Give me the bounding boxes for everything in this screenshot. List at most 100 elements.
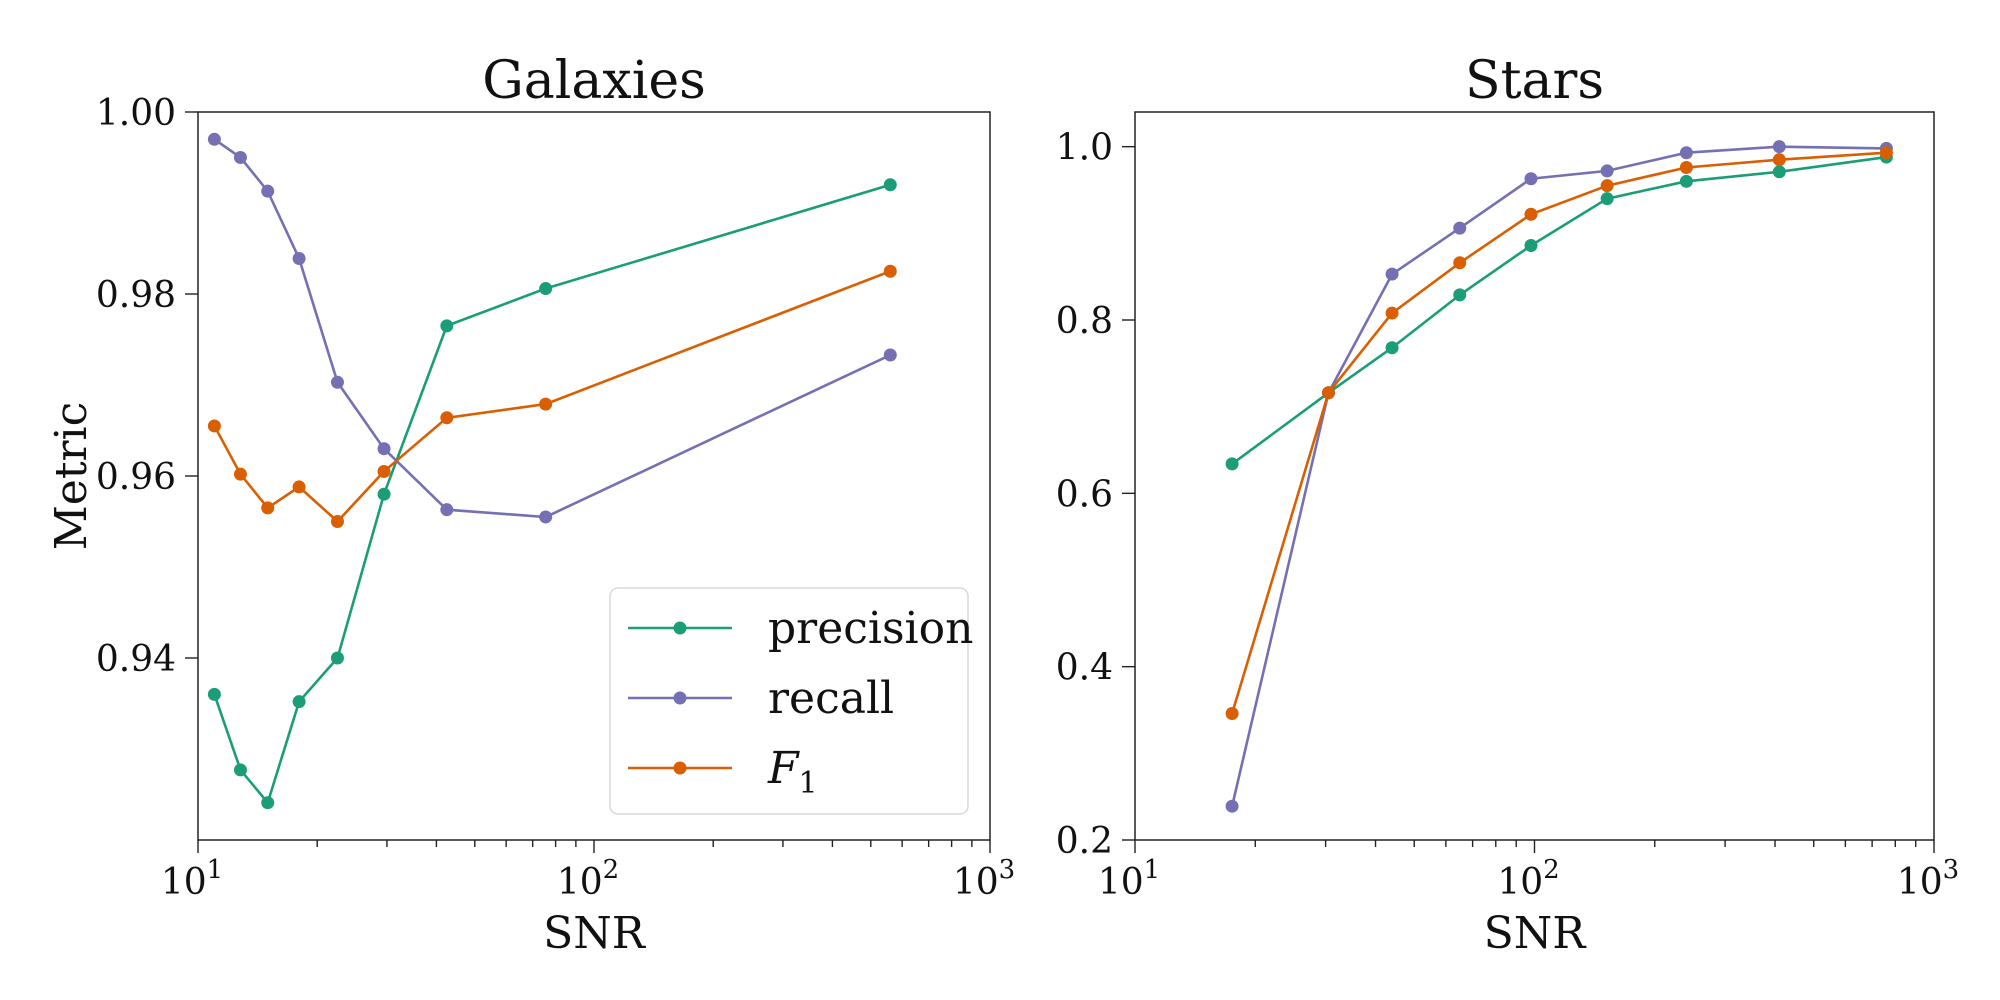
data-point-precision: [539, 282, 553, 296]
data-point-recall: [539, 510, 553, 524]
data-point-precision: [883, 178, 897, 192]
x-tick-base: 10: [953, 862, 999, 903]
data-point-precision: [233, 763, 247, 777]
data-point-f: [261, 501, 275, 515]
data-point-recall: [1524, 172, 1538, 186]
plot-area-frame: [1134, 111, 1935, 841]
data-point-precision: [1385, 341, 1399, 355]
data-point-recall: [1772, 140, 1786, 154]
x-tick-label: 103: [953, 855, 1015, 903]
data-point-precision: [1225, 457, 1239, 471]
data-point-precision: [440, 319, 454, 333]
data-point-recall: [1600, 164, 1614, 178]
x-tick-exponent: 1: [207, 855, 224, 885]
x-axis-label: SNR: [543, 908, 647, 959]
data-point-precision: [1453, 288, 1467, 302]
series-line-recall: [213, 138, 891, 519]
x-tick-base: 10: [1497, 862, 1543, 903]
x-tick-exponent: 3: [999, 855, 1016, 885]
x-tick-base: 10: [1098, 862, 1144, 903]
data-point-precision: [292, 695, 306, 709]
x-tick-exponent: 3: [1943, 855, 1960, 885]
data-point-recall: [1225, 799, 1239, 813]
x-tick-base: 10: [557, 862, 603, 903]
data-point-f: [330, 515, 344, 528]
data-point-f: [1225, 706, 1239, 720]
data-point-f: [1600, 179, 1614, 193]
data-point-f: [1772, 153, 1786, 167]
data-point-f: [1679, 160, 1693, 174]
legend-marker-recall: [673, 691, 687, 705]
y-tick-label: 0.96: [96, 457, 176, 498]
chart-title: Galaxies: [482, 51, 706, 111]
data-point-precision: [1524, 238, 1538, 252]
legend: precision recall F1: [609, 587, 973, 815]
data-point-recall: [261, 184, 275, 198]
data-point-recall: [207, 132, 221, 146]
legend-name: precision: [768, 603, 973, 654]
data-point-recall: [330, 375, 344, 389]
y-tick-label: 1.0: [1056, 128, 1113, 169]
data-point-recall: [233, 151, 247, 164]
y-tick-label: 0.6: [1056, 474, 1113, 515]
legend-label-recall: recall: [768, 673, 894, 724]
data-point-precision: [1679, 174, 1693, 188]
y-tick-label: 0.8: [1056, 301, 1113, 342]
data-point-recall: [1453, 221, 1467, 235]
data-point-f: [207, 419, 221, 433]
data-point-f: [233, 467, 247, 481]
x-tick-base: 10: [161, 862, 207, 903]
data-point-precision: [377, 487, 391, 501]
data-point-f: [1453, 256, 1467, 270]
legend-marker-f: [673, 761, 687, 775]
data-point-recall: [377, 442, 391, 456]
y-tick-label: 1.00: [96, 93, 176, 134]
data-point-f: [1385, 306, 1399, 320]
y-tick-label: 0.94: [96, 639, 176, 680]
x-axis-label: SNR: [1484, 908, 1588, 959]
data-point-precision: [1772, 165, 1786, 179]
legend-name: recall: [768, 673, 894, 724]
legend-subscript: 1: [799, 766, 818, 801]
data-point-recall: [440, 503, 454, 517]
data-point-f: [377, 464, 391, 478]
chart-title: Stars: [1465, 51, 1604, 111]
x-tick-exponent: 2: [603, 855, 620, 885]
x-tick-label: 102: [557, 855, 619, 903]
series-line-f: [1230, 151, 1887, 714]
x-tick-base: 10: [1897, 862, 1943, 903]
data-point-recall: [883, 348, 897, 362]
x-tick-label: 101: [1098, 855, 1160, 903]
legend-box: [609, 587, 969, 815]
y-axis-label: Metric: [46, 402, 97, 551]
data-point-precision: [261, 796, 275, 810]
legend-label-f: F1: [767, 743, 818, 801]
data-point-recall: [292, 252, 306, 266]
data-point-f: [1524, 207, 1538, 221]
data-point-f: [440, 411, 454, 425]
y-tick-label: 0.4: [1056, 648, 1113, 689]
x-tick-exponent: 1: [1144, 855, 1161, 885]
data-point-f: [539, 397, 553, 411]
legend-name: F: [767, 743, 800, 794]
x-tick-label: 103: [1897, 855, 1959, 903]
data-point-recall: [1679, 146, 1693, 160]
y-tick-label: 0.2: [1056, 821, 1113, 862]
legend-marker-precision: [673, 621, 687, 635]
data-point-precision: [330, 651, 344, 665]
data-point-f: [292, 480, 306, 494]
data-point-recall: [1385, 267, 1399, 281]
data-point-f: [1321, 386, 1335, 400]
data-point-f: [883, 264, 897, 278]
x-tick-exponent: 2: [1543, 855, 1560, 885]
data-point-precision: [1600, 192, 1614, 206]
y-tick-label: 0.98: [96, 275, 176, 316]
data-point-precision: [207, 687, 221, 701]
series-line-recall: [1230, 145, 1887, 807]
x-tick-label: 102: [1497, 855, 1559, 903]
x-tick-label: 101: [161, 855, 223, 903]
data-point-f: [1879, 146, 1893, 160]
